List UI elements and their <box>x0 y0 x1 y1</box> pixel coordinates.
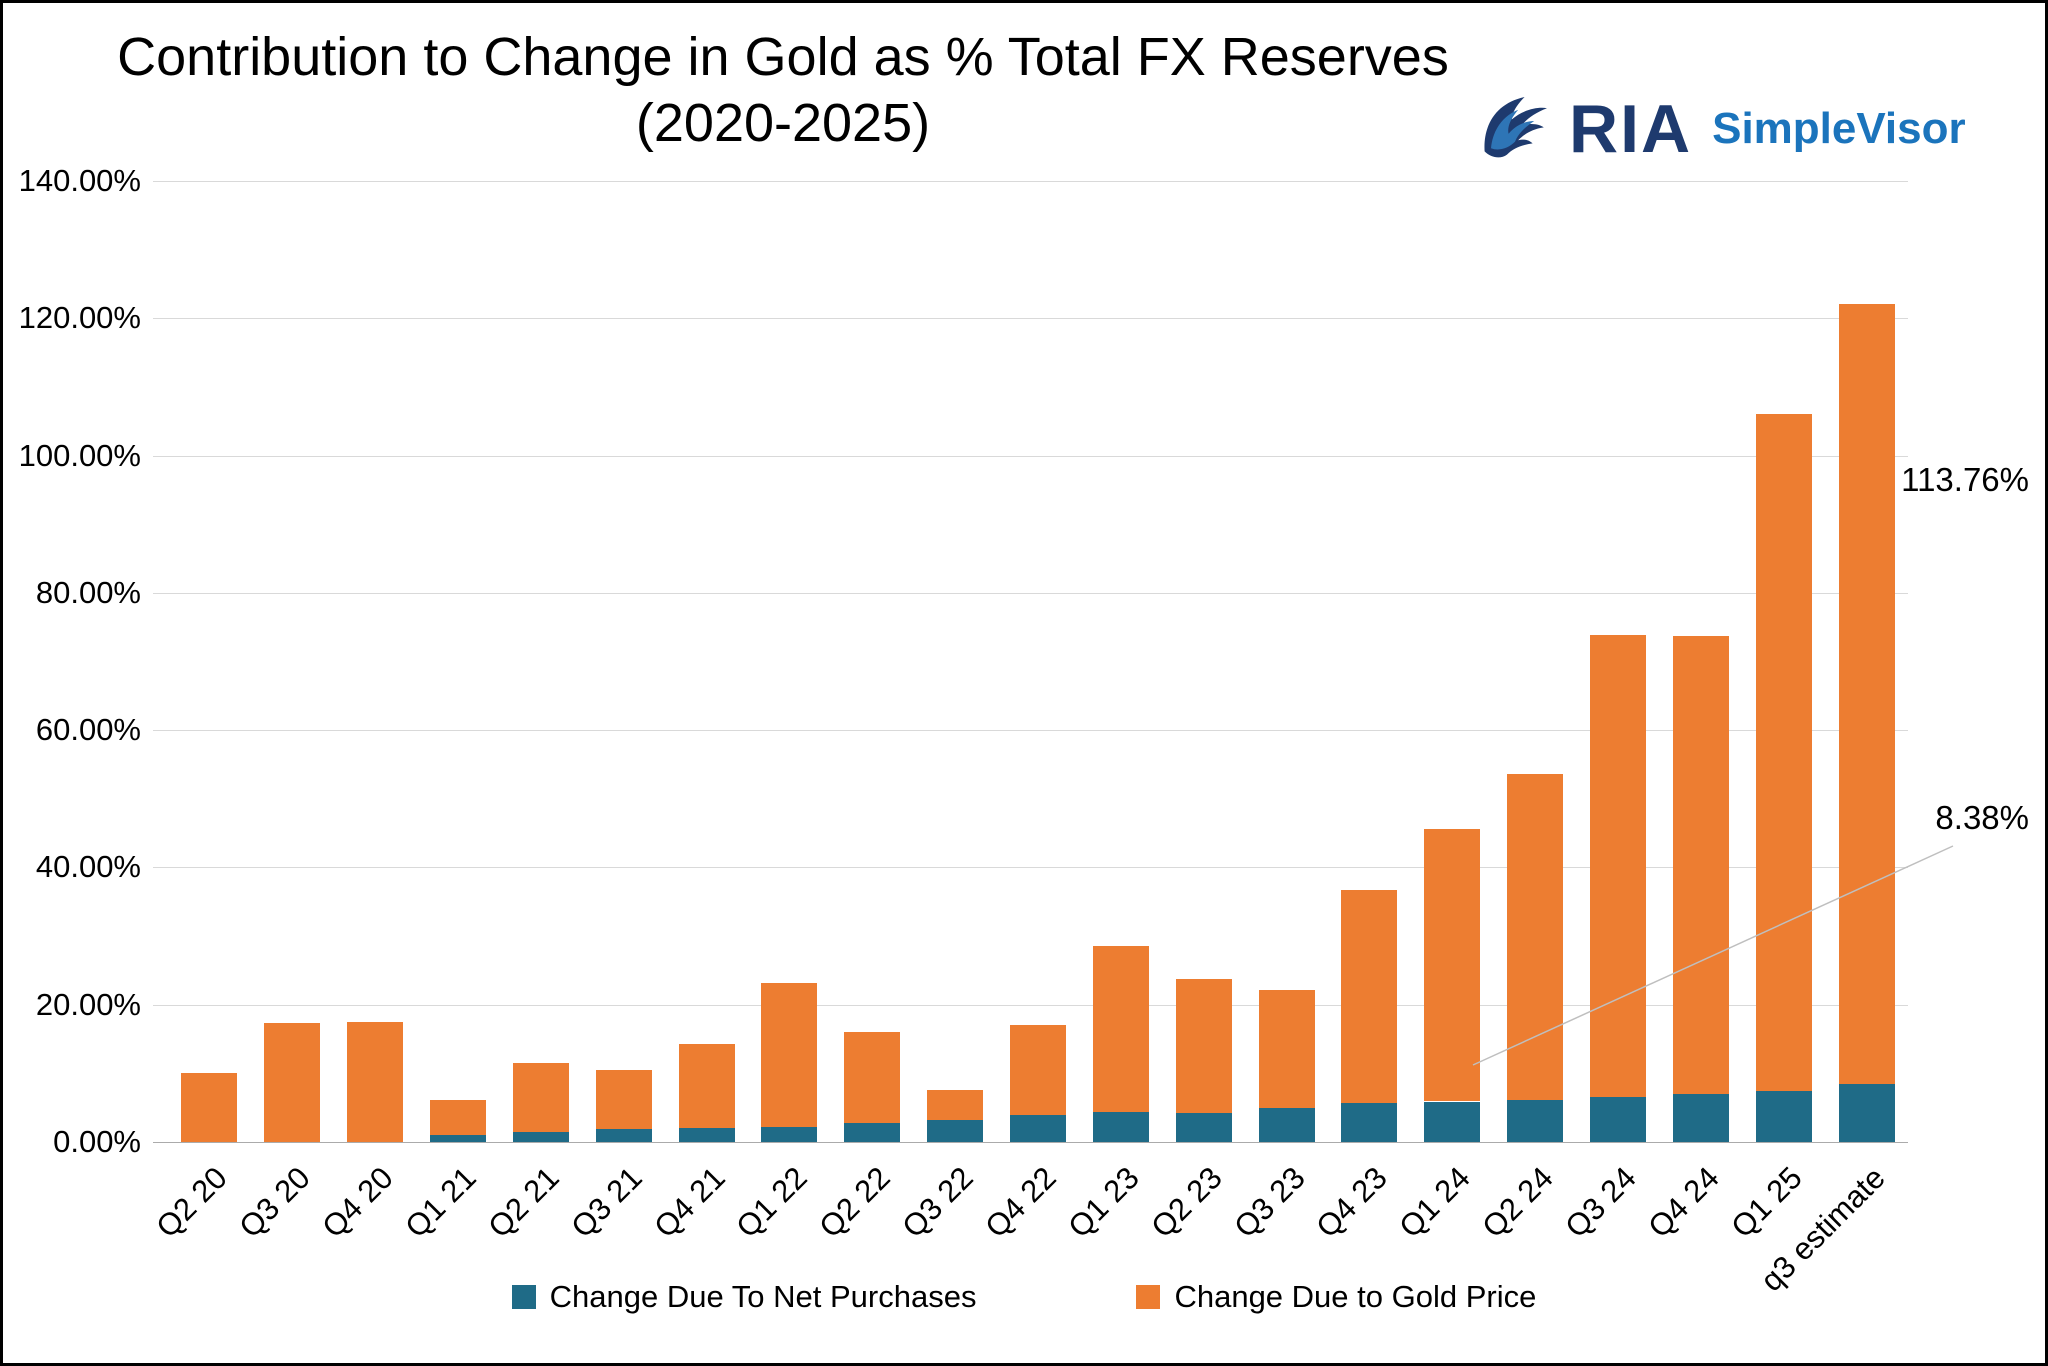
bar-net-purchases-q2-24 <box>1507 1100 1564 1142</box>
brand-logo: RIA SimpleVisor <box>1475 89 1966 169</box>
bar-gold-price-q2-21 <box>512 1063 569 1132</box>
bar-net-purchases-q2-22 <box>844 1122 901 1142</box>
legend-label-gold-price: Change Due to Gold Price <box>1174 1279 1537 1314</box>
bar-gold-price-q1-23 <box>1092 945 1149 1112</box>
bar-gold-price-q1-22 <box>761 982 818 1127</box>
bar-gold-price-q3-24 <box>1590 634 1646 1098</box>
bar-gold-price-q2-24 <box>1507 774 1564 1101</box>
bar-net-purchases-q2-23 <box>1175 1113 1232 1142</box>
bar-gold-price-q2-20 <box>181 1073 238 1142</box>
bar-net-purchases-q4-23 <box>1341 1102 1398 1142</box>
bar-gold-price-q3-23 <box>1258 990 1315 1108</box>
bar-net-purchases-q1-21 <box>430 1135 486 1142</box>
annotation-net-purchases-value: 8.38% <box>1935 799 2029 836</box>
chart-title: Contribution to Change in Gold as % Tota… <box>33 25 1533 157</box>
gridline <box>153 455 1908 457</box>
bar-gold-price-q3-22 <box>927 1089 984 1121</box>
bar-gold-price-q1-25 <box>1755 413 1812 1092</box>
bar-net-purchases-q1-24 <box>1424 1101 1481 1142</box>
y-axis-tick-label: 40.00% <box>35 849 141 885</box>
y-axis-tick-label: 140.00% <box>18 163 141 198</box>
bar-gold-price-q3-estimate <box>1838 303 1895 1085</box>
gridline <box>153 318 1908 320</box>
simplevisor-logo-text: SimpleVisor <box>1712 104 1966 153</box>
bar-gold-price-q1-24 <box>1424 828 1481 1102</box>
legend-swatch-net-purchases <box>511 1285 536 1309</box>
gridline <box>153 867 1908 869</box>
bar-net-purchases-q4-21 <box>678 1128 735 1142</box>
y-axis-tick-label: 120.00% <box>18 300 141 336</box>
bar-net-purchases-q3-21 <box>595 1128 652 1142</box>
bar-gold-price-q4-20 <box>347 1021 404 1142</box>
y-axis-tick-label: 80.00% <box>35 574 141 610</box>
bar-gold-price-q4-21 <box>678 1043 735 1129</box>
bar-gold-price-q2-23 <box>1175 979 1232 1114</box>
chart-title-line1: Contribution to Change in Gold as % Tota… <box>117 27 1449 87</box>
bar-net-purchases-q3-estimate <box>1838 1084 1895 1142</box>
gridline <box>153 592 1908 594</box>
bar-net-purchases-q3-23 <box>1258 1107 1315 1142</box>
bar-gold-price-q1-21 <box>430 1100 486 1136</box>
legend: Change Due To Net Purchases Change Due t… <box>3 1279 2045 1315</box>
gridline <box>153 1004 1908 1006</box>
bar-net-purchases-q1-22 <box>761 1126 818 1142</box>
legend-label-net-purchases: Change Due To Net Purchases <box>549 1279 977 1314</box>
ria-eagle-icon <box>1484 97 1547 158</box>
bar-gold-price-q2-22 <box>844 1032 901 1123</box>
bar-gold-price-q4-24 <box>1672 636 1729 1094</box>
bar-net-purchases-q4-22 <box>1010 1115 1066 1142</box>
y-axis-tick-label: 100.00% <box>18 437 141 473</box>
gridline <box>153 730 1908 732</box>
x-axis-line <box>153 1142 1908 1143</box>
gridline <box>153 181 1908 182</box>
chart-title-line2: (2020-2025) <box>635 92 931 153</box>
y-axis-tick-label: 20.00% <box>35 986 141 1022</box>
bar-gold-price-q4-23 <box>1341 890 1398 1103</box>
annotation-gold-price-value: 113.76% <box>1901 461 2029 498</box>
bar-gold-price-q4-22 <box>1010 1025 1066 1116</box>
legend-swatch-gold-price <box>1136 1285 1161 1309</box>
plot-area: 0.00% 20.00% 40.00% 60.00% 80.00% 100.00% 120.… <box>3 3 2045 1363</box>
bar-net-purchases-q1-23 <box>1092 1111 1149 1142</box>
bar-net-purchases-q2-21 <box>512 1131 569 1142</box>
bar-net-purchases-q1-25 <box>1755 1091 1812 1142</box>
bar-net-purchases-q3-22 <box>927 1120 984 1142</box>
ria-logo-text: RIA <box>1569 91 1693 167</box>
bar-net-purchases-q4-24 <box>1672 1093 1729 1142</box>
bar-gold-price-q3-20 <box>264 1023 321 1142</box>
y-axis-tick-label: 60.00% <box>35 712 141 748</box>
bar-gold-price-q3-21 <box>595 1069 652 1129</box>
legend-item-gold-price: Change Due to Gold Price <box>1136 1279 1536 1315</box>
y-axis-tick-label: 0.00% <box>53 1124 141 1159</box>
bar-net-purchases-q3-24 <box>1590 1097 1646 1142</box>
legend-item-net-purchases: Change Due To Net Purchases <box>511 1279 977 1315</box>
